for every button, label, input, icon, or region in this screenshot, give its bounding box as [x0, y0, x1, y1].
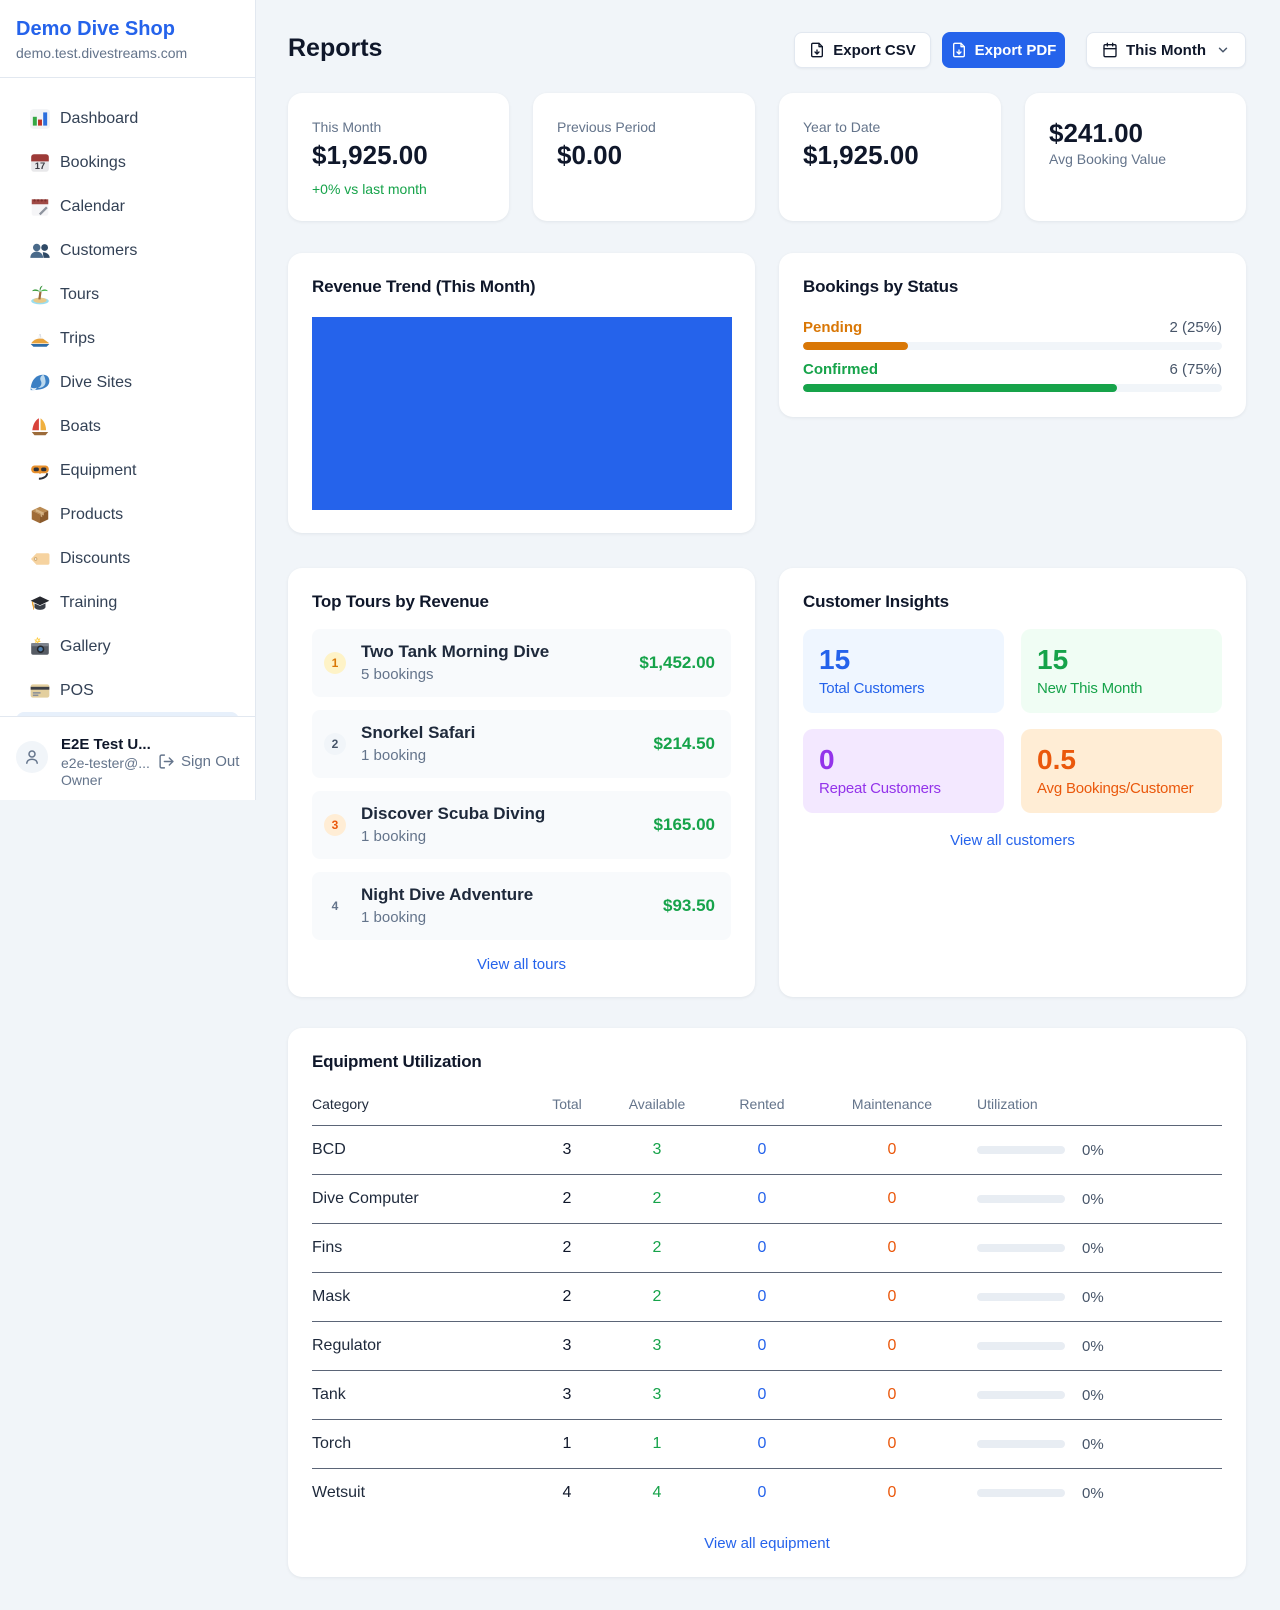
- svg-text:17: 17: [35, 161, 45, 171]
